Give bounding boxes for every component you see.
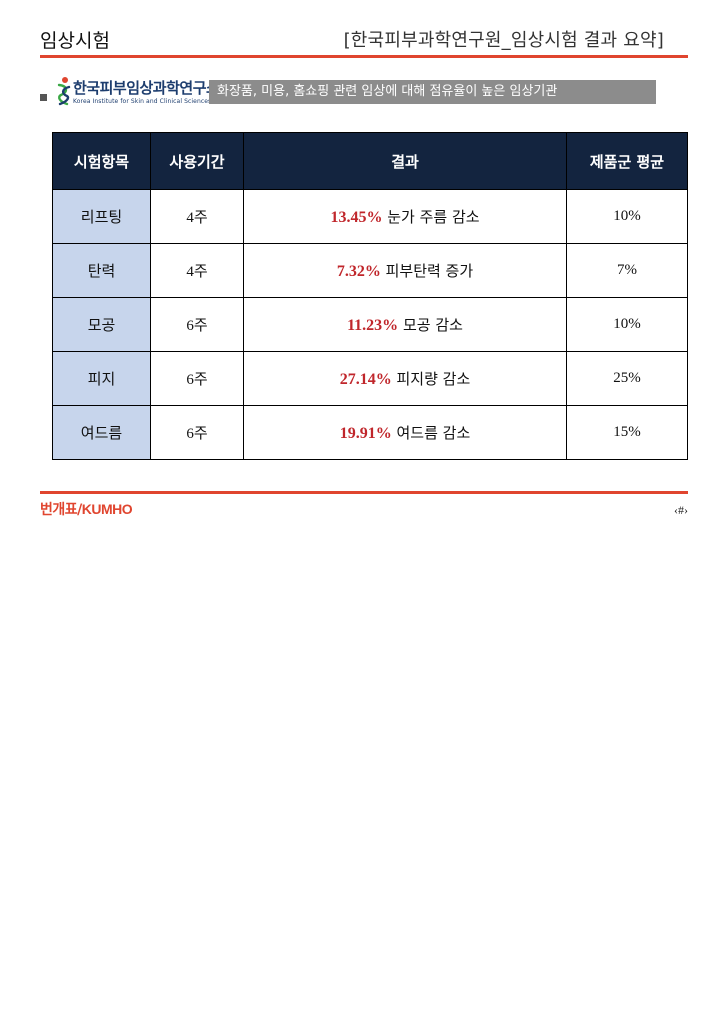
result-percent: 19.91% [339,425,392,442]
results-table: 시험항목 사용기간 결과 제품군 평균 리프팅 4주 13.45% 눈가 주름 … [52,132,688,460]
result-percent: 13.45% [330,209,383,226]
result-description: 피지량 감소 [396,370,471,388]
institute-name: 한국피부임상과학연구소 [73,79,220,97]
bullet-square-icon [40,94,47,101]
period-cell: 4주 [150,189,244,244]
test-item-cell: 리프팅 [52,189,151,244]
result-cell: 13.45% 눈가 주름 감소 [243,189,567,244]
average-cell: 10% [566,297,688,352]
result-percent: 27.14% [339,371,392,388]
result-cell: 11.23% 모공 감소 [243,297,567,352]
institute-logo-mark-icon [57,77,71,106]
table-row: 탄력 4주 7.32% 피부탄력 증가 7% [52,243,688,298]
result-percent: 7.32% [336,263,381,280]
test-item-cell: 여드름 [52,405,151,460]
brand-logo: 번개표/KUMHO [40,499,133,518]
period-cell: 6주 [150,351,244,406]
header-period: 사용기간 [150,132,244,190]
section-title: 임상시험 [40,30,110,52]
period-cell: 6주 [150,297,244,352]
average-cell: 7% [566,243,688,298]
bottom-divider [40,491,688,494]
table-row: 모공 6주 11.23% 모공 감소 10% [52,297,688,352]
result-cell: 19.91% 여드름 감소 [243,405,567,460]
table-row: 피지 6주 27.14% 피지량 감소 25% [52,351,688,406]
test-item-cell: 모공 [52,297,151,352]
result-cell: 7.32% 피부탄력 증가 [243,243,567,298]
header-test-item: 시험항목 [52,132,151,190]
table-row: 여드름 6주 19.91% 여드름 감소 15% [52,405,688,460]
period-cell: 4주 [150,243,244,298]
average-cell: 15% [566,405,688,460]
page-number: ‹#› [674,503,688,517]
brand-english: KUMHO [81,501,133,517]
institute-subtitle: Korea Institute for Skin and Clinical Sc… [73,98,212,105]
info-banner: 화장품, 미용, 홈쇼핑 관련 임상에 대해 점유율이 높은 임상기관 [209,80,656,104]
top-divider [40,55,688,58]
average-cell: 10% [566,189,688,244]
table-header-row: 시험항목 사용기간 결과 제품군 평균 [52,132,688,190]
result-description: 모공 감소 [402,316,463,334]
test-item-cell: 피지 [52,351,151,406]
table-row: 리프팅 4주 13.45% 눈가 주름 감소 10% [52,189,688,244]
institute-logo: 한국피부임상과학연구소 Korea Institute for Skin and… [56,74,220,110]
period-cell: 6주 [150,405,244,460]
result-description: 눈가 주름 감소 [387,208,480,226]
header-result: 결과 [243,132,567,190]
average-cell: 25% [566,351,688,406]
result-description: 여드름 감소 [396,424,471,442]
result-description: 피부탄력 증가 [385,262,474,280]
document-title: [한국피부과학연구원_임상시험 결과 요약] [343,30,664,51]
brand-korean: 번개표 [40,502,78,518]
brand-separator: / [77,502,82,518]
test-item-cell: 탄력 [52,243,151,298]
result-cell: 27.14% 피지량 감소 [243,351,567,406]
header-average: 제품군 평균 [566,132,688,190]
result-percent: 11.23% [347,317,399,334]
